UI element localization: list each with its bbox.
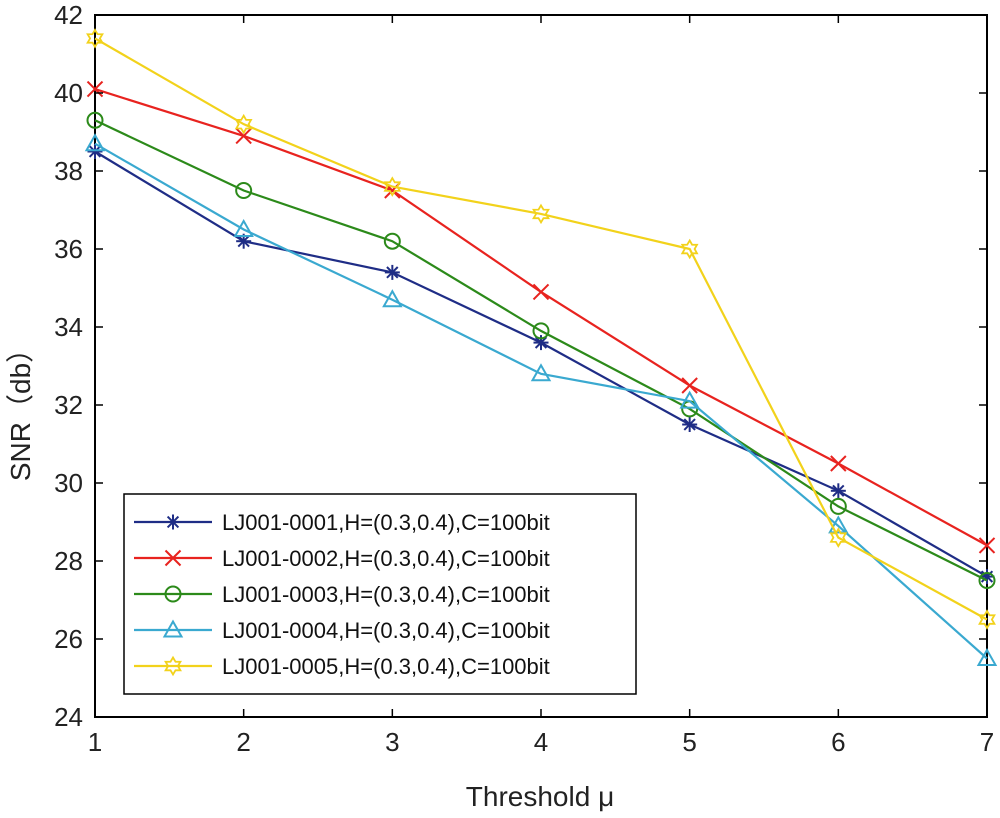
series-2 [86, 80, 996, 554]
legend-entry: LJ001-0005,H=(0.3,0.4),C=100bit [134, 654, 550, 679]
data-point-marker [86, 28, 104, 49]
data-point-marker [383, 232, 401, 250]
legend-label: LJ001-0001,H=(0.3,0.4),C=100bit [222, 510, 550, 535]
x-tick-label: 4 [534, 727, 548, 757]
x-tick-label: 6 [831, 727, 845, 757]
data-point-marker [382, 289, 403, 308]
data-point-marker [532, 283, 550, 301]
data-point-marker [978, 537, 996, 554]
legend-label: LJ001-0005,H=(0.3,0.4),C=100bit [222, 654, 550, 679]
data-point-marker [829, 527, 848, 548]
data-point-marker [978, 609, 996, 630]
legend-entry: LJ001-0003,H=(0.3,0.4),C=100bit [134, 582, 550, 607]
data-point-marker [236, 233, 252, 249]
x-tick-label: 7 [980, 727, 994, 757]
x-axis-label: Threshold μ [466, 781, 614, 812]
data-point-marker [233, 218, 254, 237]
series-line [94, 119, 988, 582]
data-point-marker [164, 655, 182, 677]
y-axis-label: SNR（db） [5, 335, 36, 481]
data-point-marker [164, 549, 182, 567]
x-tick-label: 5 [682, 727, 696, 757]
y-tick-label: 30 [54, 468, 83, 498]
data-point-marker [679, 390, 700, 409]
data-point-marker [234, 113, 253, 135]
y-tick-label: 36 [54, 234, 83, 264]
data-point-marker [828, 515, 849, 534]
series-layer [84, 28, 998, 666]
data-point-marker [681, 377, 698, 394]
series-line [94, 37, 988, 621]
data-point-marker [682, 417, 698, 432]
series-line [94, 142, 988, 660]
data-point-marker [87, 144, 103, 159]
series-5 [86, 28, 996, 630]
x-tick-label: 3 [385, 727, 399, 757]
data-point-marker [164, 585, 182, 603]
data-point-marker [235, 182, 253, 199]
y-tick-label: 32 [54, 390, 83, 420]
legend-entry: LJ001-0001,H=(0.3,0.4),C=100bit [134, 510, 550, 535]
data-point-marker [383, 176, 402, 197]
y-tick-label: 42 [54, 0, 83, 30]
x-tick-label: 1 [88, 727, 102, 757]
data-point-marker [680, 238, 699, 260]
y-tick-label: 24 [54, 702, 83, 732]
data-point-marker [235, 127, 252, 145]
data-point-marker [86, 80, 104, 98]
data-point-marker [533, 335, 549, 351]
legend-entry: LJ001-0002,H=(0.3,0.4),C=100bit [134, 546, 550, 571]
data-point-marker [830, 455, 847, 472]
legend: LJ001-0001,H=(0.3,0.4),C=100bit LJ001-000… [123, 493, 637, 695]
data-point-marker [532, 322, 550, 340]
data-point-marker [165, 514, 181, 530]
data-point-marker [829, 497, 847, 515]
data-point-marker [84, 133, 106, 152]
legend-entry: LJ001-0004,H=(0.3,0.4),C=100bit [134, 618, 550, 643]
y-tick-label: 28 [54, 546, 83, 576]
series-1 [87, 144, 995, 585]
y-tick-label: 34 [54, 312, 83, 342]
data-point-marker [162, 619, 184, 638]
data-point-marker [978, 572, 996, 589]
data-point-marker [830, 483, 846, 499]
x-tick-label: 2 [236, 727, 250, 757]
y-tick-label: 40 [54, 78, 83, 108]
y-tick-label: 38 [54, 156, 83, 186]
data-point-marker [530, 363, 552, 382]
data-point-marker [532, 203, 550, 225]
legend-label: LJ001-0002,H=(0.3,0.4),C=100bit [222, 546, 550, 571]
series-4 [84, 133, 998, 666]
data-point-marker [384, 264, 400, 280]
data-point-marker [86, 111, 104, 129]
legend-label: LJ001-0004,H=(0.3,0.4),C=100bit [222, 618, 550, 643]
data-point-marker [976, 647, 998, 666]
y-tick-label: 26 [54, 624, 83, 654]
legend-label: LJ001-0003,H=(0.3,0.4),C=100bit [222, 582, 550, 607]
